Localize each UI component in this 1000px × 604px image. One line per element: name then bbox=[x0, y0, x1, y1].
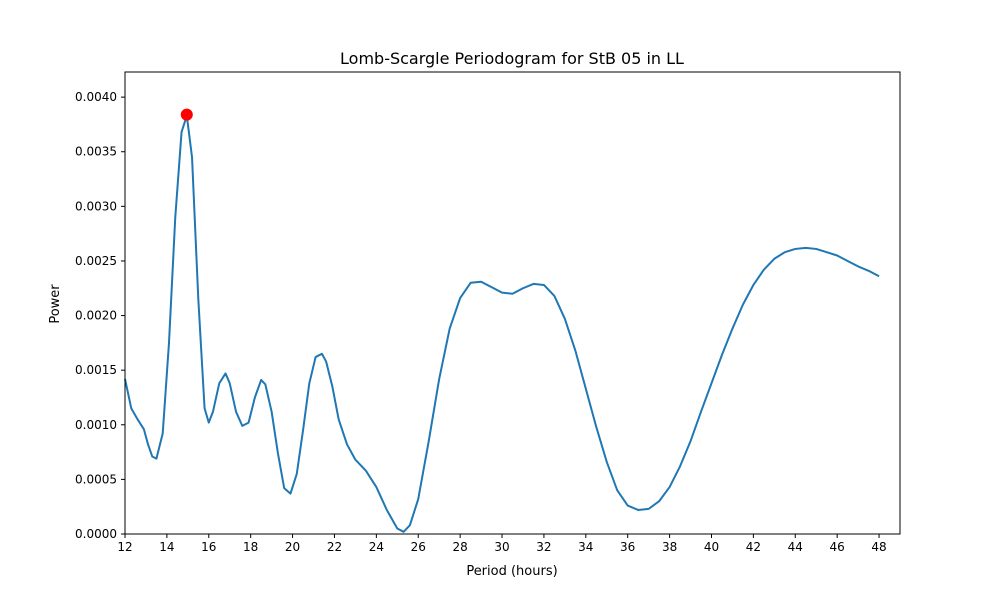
x-tick-label: 46 bbox=[830, 540, 845, 554]
x-tick-label: 20 bbox=[285, 540, 300, 554]
x-axis: 12 14 16 18 20 22 24 26 28 30 32 34 36 38 40 42 44 46 48 bbox=[117, 534, 887, 554]
x-tick-label: 26 bbox=[411, 540, 426, 554]
y-tick-label: 0.0010 bbox=[75, 418, 117, 432]
x-tick-label: 32 bbox=[536, 540, 551, 554]
y-tick-label: 0.0040 bbox=[75, 90, 117, 104]
x-tick-label: 44 bbox=[788, 540, 803, 554]
x-tick-label: 30 bbox=[494, 540, 509, 554]
x-tick-label: 18 bbox=[243, 540, 258, 554]
x-tick-label: 38 bbox=[662, 540, 677, 554]
x-tick-label: 16 bbox=[201, 540, 216, 554]
x-tick-label: 28 bbox=[452, 540, 467, 554]
y-axis-label: Power bbox=[48, 284, 63, 324]
plot-area bbox=[124, 71, 901, 535]
y-tick-label: 0.0030 bbox=[75, 199, 117, 213]
x-tick-label: 24 bbox=[369, 540, 384, 554]
x-tick-label: 22 bbox=[327, 540, 342, 554]
axes-frame bbox=[124, 71, 901, 535]
x-tick-label: 12 bbox=[117, 540, 132, 554]
y-tick-label: 0.0015 bbox=[75, 363, 117, 377]
peak-marker bbox=[180, 108, 193, 121]
x-tick-label: 40 bbox=[704, 540, 719, 554]
y-tick-label: 0.0020 bbox=[75, 309, 117, 323]
chart-title: Lomb-Scargle Periodogram for StB 05 in L… bbox=[340, 49, 684, 68]
series-line-0 bbox=[124, 114, 880, 533]
x-tick-label: 48 bbox=[871, 540, 886, 554]
y-tick-label: 0.0025 bbox=[75, 254, 117, 268]
x-tick-label: 36 bbox=[620, 540, 635, 554]
x-axis-label: Period (hours) bbox=[466, 564, 557, 579]
y-tick-label: 0.0035 bbox=[75, 145, 117, 159]
x-tick-label: 14 bbox=[159, 540, 174, 554]
x-tick-label: 42 bbox=[746, 540, 761, 554]
y-tick-label: 0.0005 bbox=[75, 472, 117, 486]
x-tick-label: 34 bbox=[578, 540, 593, 554]
y-axis: 0.0000 0.0005 0.0010 0.0015 0.0020 0.0025 0.00… bbox=[75, 90, 125, 541]
y-tick-label: 0.0000 bbox=[75, 527, 117, 541]
